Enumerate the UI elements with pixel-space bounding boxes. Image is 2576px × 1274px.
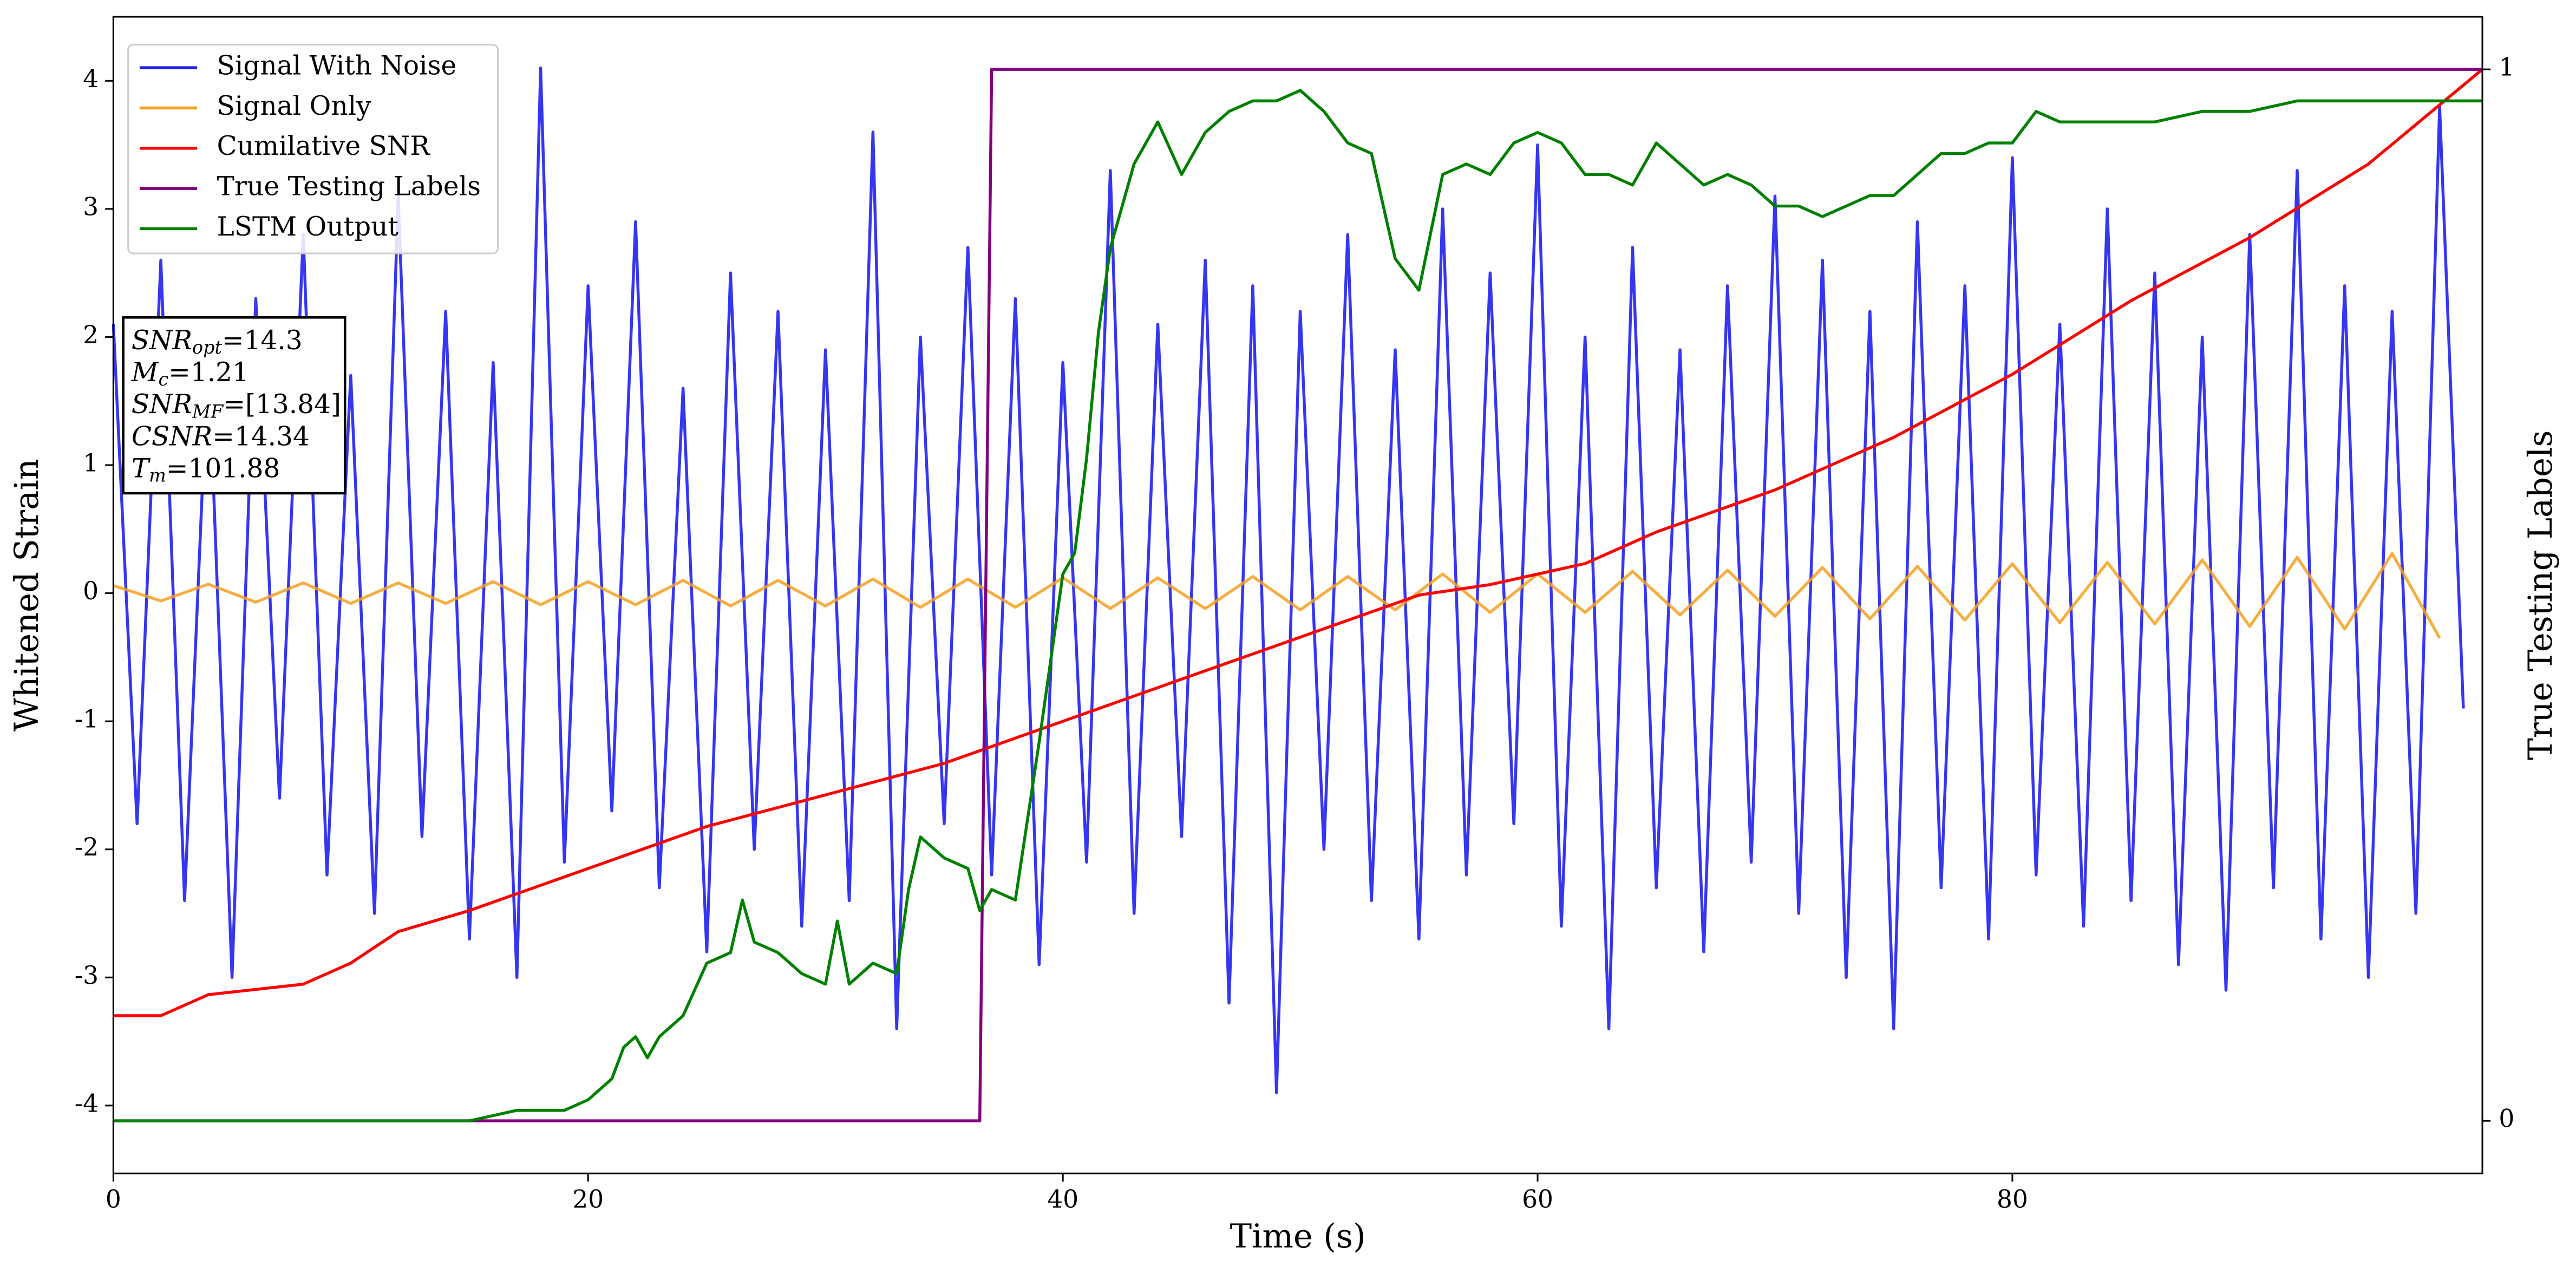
annotation-part: T bbox=[132, 453, 151, 484]
x-tick-label: 80 bbox=[1997, 1185, 2028, 1213]
y-tick-label: 1 bbox=[83, 449, 99, 478]
legend-label: Signal With Noise bbox=[217, 51, 457, 81]
legend-label: Signal Only bbox=[217, 91, 372, 121]
y2-tick-label: 1 bbox=[2499, 53, 2514, 82]
x-tick-label: 20 bbox=[572, 1185, 604, 1213]
legend-label: True Testing Labels bbox=[217, 172, 481, 202]
x-tick-label: 0 bbox=[106, 1185, 121, 1213]
y-tick-label: -4 bbox=[75, 1089, 99, 1118]
y-tick-label: 3 bbox=[83, 192, 99, 221]
legend: Signal With Noise Signal Only Cumilative S… bbox=[127, 44, 499, 254]
legend-label: Cumilative SNR bbox=[217, 131, 431, 161]
axes-frame bbox=[112, 16, 2483, 1174]
annotation-part: opt bbox=[192, 337, 222, 358]
series-line bbox=[113, 552, 2441, 639]
annotation-part: =1.21 bbox=[168, 357, 249, 387]
y2-axis-label: True Testing Labels bbox=[2522, 430, 2560, 760]
annotation-line: Mc=1.21 bbox=[131, 357, 249, 390]
annotation-part: =14.34 bbox=[212, 421, 310, 452]
annotation-part: =101.88 bbox=[166, 453, 280, 484]
annotation-part: CSNR bbox=[132, 421, 212, 452]
annotation-part: M bbox=[131, 357, 159, 387]
annotation-part: m bbox=[149, 465, 166, 486]
annotation-part: SNR bbox=[132, 389, 192, 420]
y2-tick-label: 0 bbox=[2499, 1105, 2514, 1133]
annotation-line: SNRopt=14.3 bbox=[132, 325, 303, 358]
annotation-box: SNRopt=14.3Mc=1.21SNRMF=[13.84]CSNR=14.3… bbox=[122, 316, 346, 495]
y-tick-label: -2 bbox=[75, 833, 99, 861]
y-tick-label: -1 bbox=[75, 705, 99, 734]
x-tick-label: 60 bbox=[1522, 1185, 1553, 1213]
y-tick-label: 2 bbox=[83, 321, 99, 349]
plot-area bbox=[112, 66, 2483, 1122]
annotation-part: =14.3 bbox=[222, 325, 303, 355]
legend-label: LSTM Output bbox=[217, 212, 399, 242]
annotation-part: =[13.84] bbox=[223, 389, 341, 420]
legend-box bbox=[127, 44, 499, 254]
series-line bbox=[113, 89, 2483, 1122]
annotation-part: SNR bbox=[132, 325, 192, 355]
series-line bbox=[113, 68, 2483, 1122]
annotation-line: SNRMF=[13.84] bbox=[132, 389, 341, 422]
annotation-part: MF bbox=[192, 401, 224, 422]
series-line bbox=[112, 66, 2465, 1094]
annotation-line: Tm=101.88 bbox=[132, 453, 280, 486]
series-line bbox=[113, 68, 2483, 1017]
x-axis-label: Time (s) bbox=[1230, 1218, 1366, 1256]
annotation-line: CSNR=14.34 bbox=[132, 421, 310, 452]
y-tick-label: -3 bbox=[75, 961, 99, 990]
x-tick-label: 40 bbox=[1047, 1185, 1078, 1213]
y-axis-label: Whitened Strain bbox=[8, 459, 46, 731]
annotation-frame bbox=[122, 316, 346, 495]
y-tick-label: 4 bbox=[83, 64, 99, 93]
y-tick-label: 0 bbox=[83, 577, 99, 605]
annotation-part: c bbox=[158, 369, 168, 390]
